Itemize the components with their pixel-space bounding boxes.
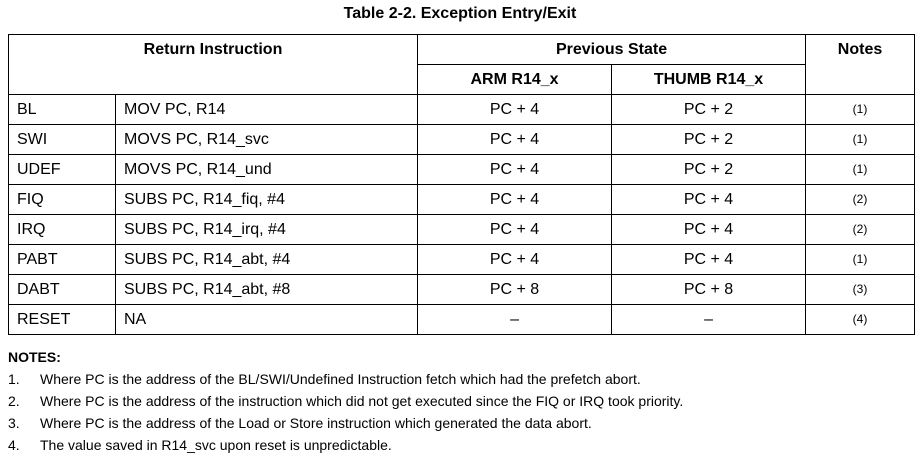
- table-row: BL MOV PC, R14 PC + 4 PC + 2 (1): [8, 94, 916, 125]
- thumb-cell: PC + 4: [611, 244, 807, 275]
- note-text: The value saved in R14_svc upon reset is…: [40, 437, 392, 453]
- table-row: DABT SUBS PC, R14_abt, #8 PC + 8 PC + 8 …: [8, 274, 916, 305]
- note-text: Where PC is the address of the Load or S…: [40, 415, 592, 431]
- thumb-cell: PC + 4: [611, 184, 807, 215]
- header-row-sub: ARM R14_x THUMB R14_x: [9, 64, 915, 95]
- instruction-cell: MOVS PC, R14_svc: [114, 124, 419, 155]
- note-text: Where PC is the address of the BL/SWI/Un…: [40, 371, 641, 387]
- notes-heading: NOTES:: [8, 349, 61, 365]
- header-row-top: Return Instruction Previous State Notes: [7, 34, 916, 95]
- arm-cell: PC + 4: [417, 244, 613, 275]
- header-thumb: THUMB R14_x: [611, 64, 807, 95]
- note-cell: (2): [805, 214, 916, 245]
- note-item: 3. Where PC is the address of the Load o…: [8, 412, 683, 434]
- exception-cell: PABT: [8, 244, 116, 275]
- exception-table: Return Instruction Previous State Notes …: [7, 34, 916, 335]
- arm-cell: PC + 4: [417, 214, 613, 245]
- notes-section: NOTES: 1. Where PC is the address of the…: [8, 346, 683, 456]
- header-arm: ARM R14_x: [417, 64, 613, 95]
- header-return-instruction: Return Instruction: [7, 34, 419, 95]
- instruction-cell: MOVS PC, R14_und: [114, 154, 419, 185]
- note-cell: (1): [805, 244, 916, 275]
- note-text: Where PC is the address of the instructi…: [40, 393, 684, 409]
- instruction-cell: MOV PC, R14: [114, 94, 419, 125]
- exception-cell: DABT: [8, 274, 116, 305]
- instruction-cell: SUBS PC, R14_abt, #8: [114, 274, 419, 305]
- note-item: 4. The value saved in R14_svc upon reset…: [8, 434, 683, 456]
- table-row: SWI MOVS PC, R14_svc PC + 4 PC + 2 (1): [8, 124, 916, 155]
- thumb-cell: –: [611, 304, 807, 335]
- note-cell: (1): [805, 124, 916, 155]
- thumb-cell: PC + 2: [611, 124, 807, 155]
- instruction-cell: SUBS PC, R14_abt, #4: [114, 244, 419, 275]
- instruction-cell: SUBS PC, R14_irq, #4: [114, 214, 419, 245]
- note-number: 4.: [8, 437, 20, 453]
- arm-cell: PC + 8: [417, 274, 613, 305]
- exception-cell: FIQ: [8, 184, 116, 215]
- exception-cell: SWI: [8, 124, 116, 155]
- thumb-cell: PC + 2: [611, 94, 807, 125]
- note-number: 3.: [8, 415, 20, 431]
- note-cell: (1): [805, 94, 916, 125]
- table-row: UDEF MOVS PC, R14_und PC + 4 PC + 2 (1): [8, 154, 916, 185]
- note-cell: (2): [805, 184, 916, 215]
- exception-cell: BL: [8, 94, 116, 125]
- note-item: 1. Where PC is the address of the BL/SWI…: [8, 368, 683, 390]
- note-number: 2.: [8, 393, 20, 409]
- exception-cell: IRQ: [8, 214, 116, 245]
- table-row: RESET NA – – (4): [8, 304, 916, 335]
- note-cell: (4): [805, 304, 916, 335]
- table-row: PABT SUBS PC, R14_abt, #4 PC + 4 PC + 4 …: [8, 244, 916, 275]
- arm-cell: –: [417, 304, 613, 335]
- exception-cell: UDEF: [8, 154, 116, 185]
- instruction-cell: SUBS PC, R14_fiq, #4: [114, 184, 419, 215]
- header-previous-state: Previous State: [417, 34, 807, 65]
- arm-cell: PC + 4: [417, 124, 613, 155]
- table-row: IRQ SUBS PC, R14_irq, #4 PC + 4 PC + 4 (…: [8, 214, 916, 245]
- note-number: 1.: [8, 371, 20, 387]
- arm-cell: PC + 4: [417, 154, 613, 185]
- note-cell: (1): [805, 154, 916, 185]
- thumb-cell: PC + 2: [611, 154, 807, 185]
- table-title: Table 2-2. Exception Entry/Exit: [343, 5, 577, 22]
- note-cell: (3): [805, 274, 916, 305]
- instruction-cell: NA: [114, 304, 419, 335]
- arm-cell: PC + 4: [417, 184, 613, 215]
- thumb-cell: PC + 4: [611, 214, 807, 245]
- arm-cell: PC + 4: [417, 94, 613, 125]
- header-notes: Notes: [805, 34, 916, 95]
- exception-cell: RESET: [8, 304, 116, 335]
- table-row: FIQ SUBS PC, R14_fiq, #4 PC + 4 PC + 4 (…: [8, 184, 916, 215]
- thumb-cell: PC + 8: [611, 274, 807, 305]
- note-item: 2. Where PC is the address of the instru…: [8, 390, 683, 412]
